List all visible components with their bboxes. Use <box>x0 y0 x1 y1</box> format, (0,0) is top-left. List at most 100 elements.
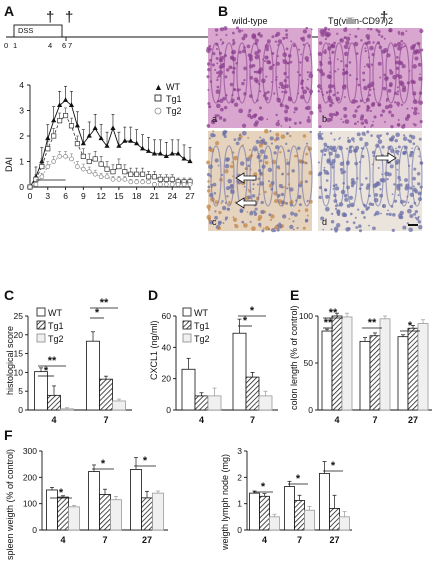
micrograph-d-cell <box>415 217 420 221</box>
micrograph-b-cell <box>318 125 322 128</box>
chart-F1-sig-stars: * <box>143 455 148 467</box>
chart-E-bar-Tg1-4 <box>331 315 343 411</box>
micrograph-c-cell <box>269 130 272 133</box>
micrograph-a-crypt <box>210 42 222 104</box>
micrograph-d-cell <box>397 194 400 197</box>
micrograph-a-cell <box>232 38 235 42</box>
micrograph-c-cell <box>305 152 309 156</box>
chart-F1-bar-Tg1-7 <box>99 494 111 531</box>
chart-C-ytick-label: 0 <box>18 405 23 415</box>
micrograph-c-cell <box>286 159 288 161</box>
micrograph-c-cell <box>232 217 238 222</box>
micrograph-a-cell <box>300 53 303 56</box>
micrograph-b-cell <box>331 50 335 54</box>
micrograph-b-cell <box>369 45 374 51</box>
micrograph-c-cell <box>273 229 277 232</box>
micrograph-c-cell <box>243 223 248 228</box>
micrograph-d-cell <box>323 166 326 169</box>
chart-E-bar-Tg2-7 <box>379 318 391 411</box>
micrograph-d-cell <box>418 224 423 230</box>
micrograph-a-cell <box>282 36 286 40</box>
micrograph-d-cell <box>335 204 338 208</box>
micrograph-d-cell <box>330 220 335 224</box>
micrograph-a-cell <box>259 106 262 110</box>
micrograph-c-cell <box>246 211 249 213</box>
micrograph-d-cell <box>399 179 402 181</box>
micrograph-d-cell <box>339 136 341 139</box>
chart-D-xtick-label: 4 <box>199 415 204 425</box>
micrograph-c-cell <box>286 187 289 190</box>
micrograph-d-cell <box>391 228 395 232</box>
dai-point-Tg1 <box>57 118 63 124</box>
legend-marker-wt: ▲ <box>154 82 163 92</box>
micrograph-c-cell <box>232 216 235 219</box>
micrograph-d-cell <box>377 139 383 144</box>
c-ylabel: histological score <box>5 326 15 395</box>
micrograph-b-cell <box>358 105 361 108</box>
chart-F1-bar-Tg2-4 <box>68 506 80 531</box>
timeline-tick-0: 0 <box>4 41 8 50</box>
micrograph-d-cell <box>360 210 365 215</box>
micrograph-c-cell <box>224 216 229 220</box>
dai-point-WT <box>74 122 81 128</box>
micrograph-d-cell <box>409 214 414 219</box>
micrograph-c-cell <box>231 175 234 178</box>
micrograph-b-cell <box>383 37 386 40</box>
micrograph-b-cell <box>328 103 333 108</box>
micrograph-c-cell <box>214 158 219 163</box>
micrograph-a-cell <box>215 33 218 36</box>
micrograph-a-cell <box>225 68 230 72</box>
micrograph-c-cell <box>239 208 244 213</box>
micrograph-b-cell <box>389 70 394 75</box>
micrograph-a-cell <box>284 109 289 114</box>
micrograph-a-cell <box>216 76 219 79</box>
micrograph-a-cell <box>289 60 293 64</box>
micrograph-a-cell <box>237 29 242 33</box>
micrograph-d-cell <box>394 149 399 154</box>
micrograph-b-cell <box>331 101 334 105</box>
chart-E-sig-stars: ** <box>368 317 377 329</box>
micrograph-d-cell <box>391 193 394 196</box>
micrograph-c-cell <box>208 208 211 211</box>
micrograph-b-cell <box>354 99 358 103</box>
micrograph-b-cell <box>323 50 327 55</box>
micrograph-a-cell <box>285 47 289 51</box>
micrograph-d-cell <box>343 193 348 198</box>
dai-point-Tg1 <box>39 164 45 170</box>
micrograph-d-cell <box>393 183 396 186</box>
dai-point-WT <box>51 117 57 123</box>
micrograph-b-cell <box>332 113 336 117</box>
micrograph-b-cell <box>377 61 382 66</box>
micrograph-d-cell <box>418 155 421 158</box>
micrograph-c-cell <box>259 140 262 143</box>
micrograph-b-cell <box>400 31 405 36</box>
micrograph-d-cell <box>346 220 349 224</box>
micrograph-c-cell <box>293 154 297 158</box>
micrograph-c-cell <box>251 226 256 231</box>
micrograph-c-cell <box>282 185 285 189</box>
micrograph-b-cell <box>317 51 323 57</box>
micrograph-d-cell <box>395 147 397 150</box>
chart-F2-bar-Tg2-7 <box>304 509 315 531</box>
dai-point-WT <box>45 135 51 141</box>
micrograph-a-cell <box>212 52 216 56</box>
chart-F1-bar-Tg2-27 <box>152 492 164 531</box>
micrograph-c-cell <box>297 209 301 213</box>
panel-label-f: F <box>4 427 13 443</box>
dai-point-Tg2 <box>57 154 62 159</box>
micrograph-a-cell <box>229 82 234 87</box>
micrograph-a-cell <box>277 119 280 123</box>
micrograph-d-cell <box>384 171 389 177</box>
micrograph-d-cell <box>388 212 392 217</box>
micrograph-b-cell <box>365 34 371 39</box>
micrograph-b-cell <box>418 100 423 105</box>
micrograph-c-cell <box>221 200 224 203</box>
dagger-day7: † <box>65 9 73 26</box>
micrograph-c-cell <box>264 160 269 165</box>
micrograph-c-crypt <box>262 145 274 207</box>
dai-point-Tg2 <box>80 166 86 172</box>
dai-point-Tg2 <box>169 182 175 187</box>
dai-point-Tg1 <box>128 171 134 177</box>
micrograph-label-b: b <box>322 114 327 124</box>
